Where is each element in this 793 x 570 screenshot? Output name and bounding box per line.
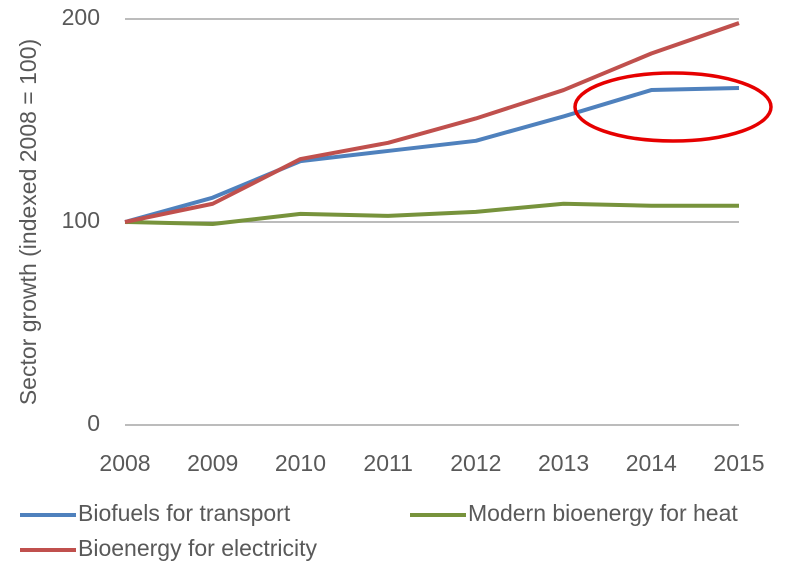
y-tick-label: 200 <box>62 4 100 30</box>
legend-label: Bioenergy for electricity <box>78 535 318 561</box>
y-axis-label: Sector growth (indexed 2008 = 100) <box>15 39 41 405</box>
series-line <box>124 201 739 227</box>
x-tick-label: 2011 <box>363 450 412 476</box>
x-tick-label: 2012 <box>450 450 501 476</box>
series-line <box>124 86 740 224</box>
legend-label: Modern bioenergy for heat <box>468 500 738 526</box>
x-tick-label: 2010 <box>275 450 326 476</box>
x-tick-label: 2013 <box>538 450 589 476</box>
y-tick-label: 100 <box>62 207 100 233</box>
x-tick-label: 2015 <box>713 450 764 476</box>
x-tick-label: 2014 <box>626 450 677 476</box>
highlight-ellipse <box>573 71 773 143</box>
y-tick-label: 0 <box>87 410 100 436</box>
x-tick-label: 2008 <box>99 450 150 476</box>
legend-label: Biofuels for transport <box>78 500 291 526</box>
series-line <box>124 21 740 224</box>
x-tick-label: 2009 <box>187 450 238 476</box>
